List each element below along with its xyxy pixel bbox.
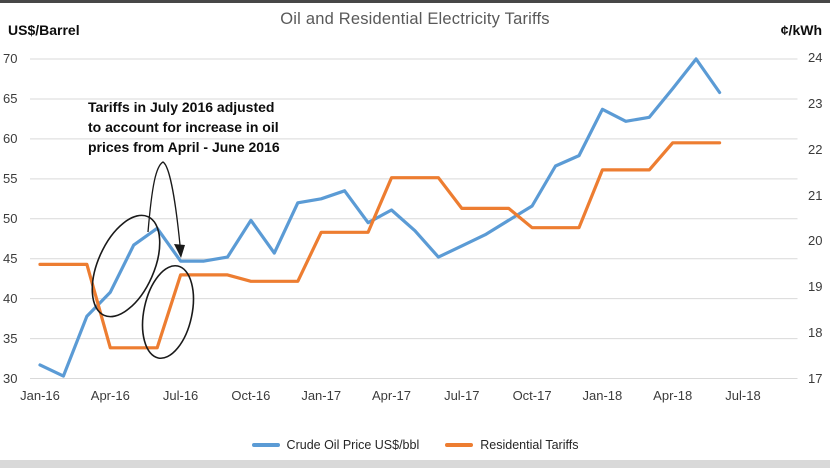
left-tick-40: 40 — [3, 290, 18, 306]
crude-oil-line — [38, 57, 722, 378]
legend-item-residential-tariffs: Residential Tariffs — [445, 438, 578, 452]
x-tick-Jan-17: Jan-17 — [301, 388, 342, 403]
legend-line-swatch — [445, 443, 474, 447]
right-tick-22: 22 — [808, 141, 823, 157]
right-tick-24: 24 — [808, 50, 823, 65]
annotation-line-1: Tariffs in July 2016 adjusted — [88, 99, 275, 115]
series-lines — [38, 57, 722, 378]
right-tick-19: 19 — [808, 279, 823, 295]
right-tick-18: 18 — [808, 325, 823, 341]
legend-label: Residential Tariffs — [480, 438, 579, 452]
left-tick-65: 65 — [3, 90, 18, 106]
left-axis-title: US$/Barrel — [8, 22, 80, 38]
left-tick-70: 70 — [3, 51, 18, 66]
x-tick-Jul-16: Jul-16 — [162, 388, 199, 403]
x-tick-Oct-17: Oct-17 — [512, 388, 552, 403]
legend-label: Crude Oil Price US$/bbl — [286, 438, 420, 452]
legend-line-swatch — [251, 443, 280, 447]
left-tick-50: 50 — [3, 210, 18, 226]
right-axis-title: ¢/kWh — [780, 22, 822, 38]
right-tick-21: 21 — [808, 187, 823, 203]
annotation-arrowhead — [174, 244, 185, 258]
x-tick-Jul-17: Jul-17 — [444, 388, 480, 403]
annotation-text: Tariffs in July 2016 adjusted to account… — [88, 97, 280, 157]
bottom-bar — [0, 460, 830, 468]
residential-tariffs-line — [38, 141, 722, 350]
left-tick-35: 35 — [3, 330, 18, 346]
right-tick-20: 20 — [808, 233, 823, 249]
annotation-line-3: prices from April - June 2016 — [88, 139, 280, 155]
legend-item-crude-oil: Crude Oil Price US$/bbl — [251, 438, 420, 452]
annotation-ellipse-tariff — [141, 264, 195, 360]
x-tick-Apr-17: Apr-17 — [371, 388, 411, 403]
x-tick-Oct-16: Oct-16 — [231, 388, 271, 403]
right-tick-23: 23 — [808, 95, 823, 111]
top-border — [0, 0, 830, 3]
left-tick-55: 55 — [3, 170, 18, 186]
annotation-ellipse-oil — [91, 214, 161, 318]
x-tick-Jan-16: Jan-16 — [20, 388, 60, 403]
left-tick-30: 30 — [3, 370, 18, 386]
x-tick-Apr-16: Apr-16 — [90, 388, 130, 403]
left-tick-45: 45 — [3, 250, 18, 266]
left-tick-60: 60 — [3, 130, 18, 146]
gridlines — [30, 58, 798, 379]
annotation-line-2: to account for increase in oil — [88, 119, 279, 135]
right-tick-17: 17 — [808, 371, 823, 386]
x-tick-Jan-18: Jan-18 — [582, 388, 623, 403]
x-tick-Apr-18: Apr-18 — [653, 388, 693, 403]
annotation-arrow — [147, 161, 181, 246]
legend: Crude Oil Price US$/bbl Residential Tarif… — [0, 438, 830, 452]
annotation-graphics — [91, 161, 195, 360]
x-tick-Jul-18: Jul-18 — [725, 388, 761, 403]
chart-title: Oil and Residential Electricity Tariffs — [280, 10, 550, 28]
